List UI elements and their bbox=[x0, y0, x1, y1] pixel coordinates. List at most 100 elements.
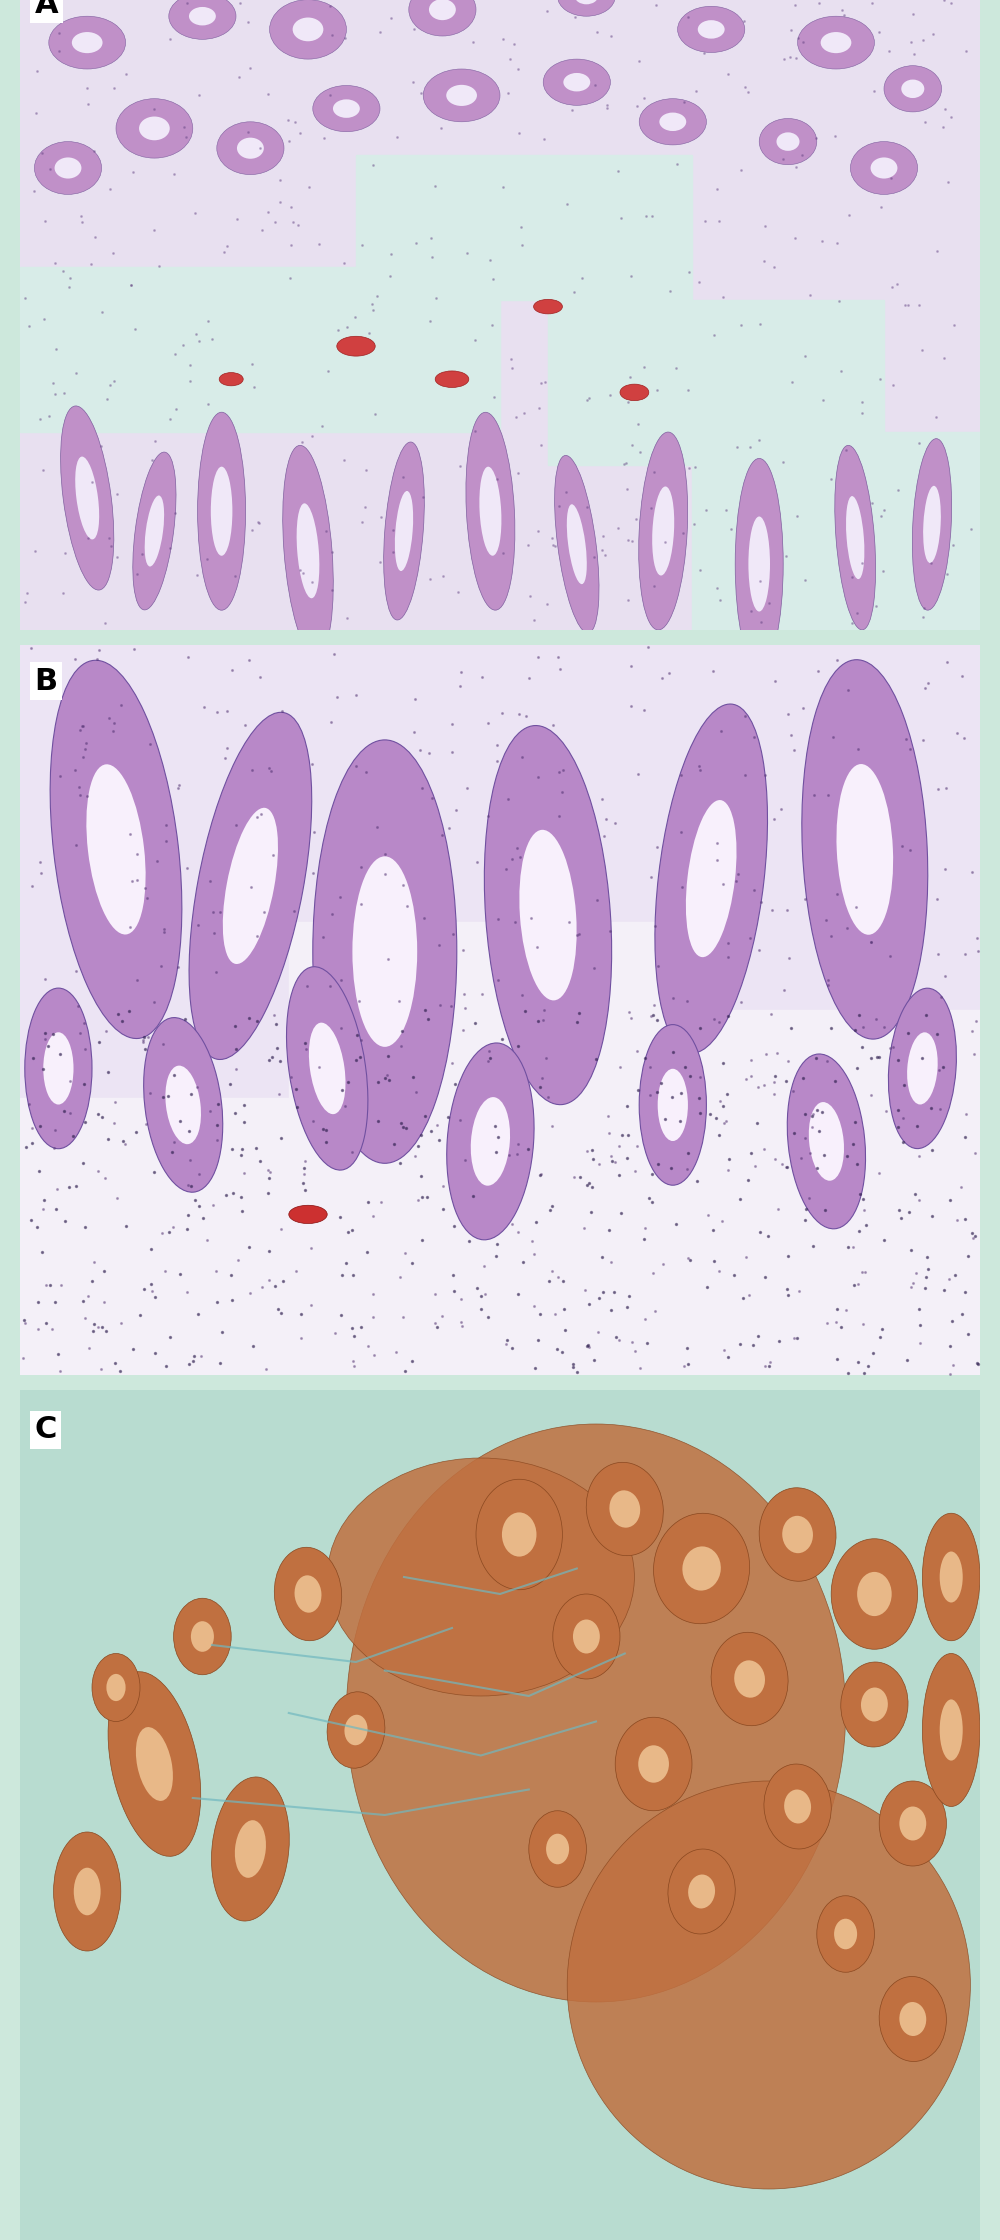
Point bbox=[776, 972, 792, 1008]
Point bbox=[32, 844, 48, 880]
Point bbox=[856, 1192, 872, 1228]
Ellipse shape bbox=[395, 491, 413, 571]
Point bbox=[124, 862, 140, 898]
Point bbox=[293, 1297, 309, 1333]
Point bbox=[608, 1319, 624, 1355]
Point bbox=[851, 1214, 867, 1250]
Point bbox=[795, 690, 811, 726]
Point bbox=[165, 1210, 181, 1245]
Point bbox=[610, 152, 626, 188]
Point bbox=[214, 1315, 230, 1351]
Point bbox=[711, 1004, 727, 1039]
Point bbox=[675, 515, 691, 551]
Point bbox=[90, 1308, 106, 1344]
Point bbox=[756, 1131, 772, 1167]
Point bbox=[89, 641, 105, 676]
Point bbox=[202, 862, 218, 898]
Point bbox=[620, 522, 636, 558]
Point bbox=[936, 0, 952, 18]
Point bbox=[444, 1046, 460, 1082]
Point bbox=[329, 679, 345, 715]
Point bbox=[876, 1008, 892, 1044]
Polygon shape bbox=[20, 267, 500, 432]
Point bbox=[143, 1230, 159, 1266]
Point bbox=[47, 244, 63, 280]
Point bbox=[569, 1355, 585, 1391]
Point bbox=[480, 1044, 496, 1080]
Point bbox=[193, 1340, 209, 1375]
Ellipse shape bbox=[655, 703, 768, 1053]
Point bbox=[459, 771, 475, 806]
Point bbox=[370, 1064, 386, 1100]
Point bbox=[196, 690, 212, 726]
Point bbox=[620, 1118, 636, 1154]
Point bbox=[167, 495, 183, 531]
Point bbox=[256, 894, 272, 930]
Point bbox=[643, 491, 659, 526]
Point bbox=[840, 1355, 856, 1391]
Point bbox=[392, 1259, 408, 1295]
Point bbox=[692, 551, 708, 587]
Point bbox=[949, 715, 965, 750]
Point bbox=[228, 1051, 244, 1086]
Point bbox=[599, 90, 615, 125]
Ellipse shape bbox=[139, 116, 170, 141]
Point bbox=[134, 535, 150, 571]
Point bbox=[536, 992, 552, 1028]
Point bbox=[395, 1299, 411, 1335]
Point bbox=[569, 916, 585, 952]
Ellipse shape bbox=[711, 1633, 788, 1725]
Point bbox=[750, 1068, 766, 1104]
Point bbox=[581, 381, 597, 417]
Point bbox=[715, 867, 731, 903]
Ellipse shape bbox=[75, 457, 99, 540]
Point bbox=[778, 1064, 794, 1100]
Point bbox=[526, 1288, 542, 1324]
Point bbox=[295, 1165, 311, 1201]
Point bbox=[915, 598, 931, 634]
Point bbox=[689, 1163, 705, 1198]
Point bbox=[909, 1107, 925, 1142]
Point bbox=[966, 1035, 982, 1071]
Point bbox=[480, 1299, 496, 1335]
Ellipse shape bbox=[922, 1653, 980, 1805]
Point bbox=[494, 1021, 510, 1057]
Ellipse shape bbox=[327, 1458, 634, 1696]
Point bbox=[679, 983, 695, 1019]
Point bbox=[566, 273, 582, 309]
Point bbox=[110, 997, 126, 1033]
Point bbox=[627, 1154, 643, 1189]
Point bbox=[180, 1196, 196, 1232]
Point bbox=[296, 1156, 312, 1192]
Point bbox=[199, 1221, 215, 1257]
Point bbox=[181, 1346, 197, 1382]
Point bbox=[613, 199, 629, 235]
Point bbox=[86, 1245, 102, 1281]
Point bbox=[833, 1308, 849, 1344]
Point bbox=[434, 1299, 450, 1335]
Point bbox=[126, 632, 142, 668]
Point bbox=[77, 1210, 93, 1245]
Point bbox=[554, 775, 570, 811]
Point bbox=[236, 1156, 252, 1192]
Point bbox=[395, 459, 411, 495]
Point bbox=[945, 1346, 961, 1382]
Point bbox=[584, 1131, 600, 1167]
Point bbox=[839, 1138, 855, 1174]
Point bbox=[514, 226, 530, 262]
Point bbox=[275, 1263, 291, 1299]
Point bbox=[273, 1212, 289, 1248]
Point bbox=[399, 887, 415, 923]
Point bbox=[305, 856, 321, 892]
Point bbox=[890, 1093, 906, 1129]
Point bbox=[306, 815, 322, 851]
Point bbox=[706, 316, 722, 352]
Point bbox=[361, 316, 377, 352]
Point bbox=[170, 950, 186, 986]
Point bbox=[623, 1001, 639, 1037]
Point bbox=[511, 114, 527, 150]
Point bbox=[21, 307, 37, 343]
Point bbox=[677, 1048, 693, 1084]
Point bbox=[720, 925, 736, 961]
Point bbox=[57, 535, 73, 571]
